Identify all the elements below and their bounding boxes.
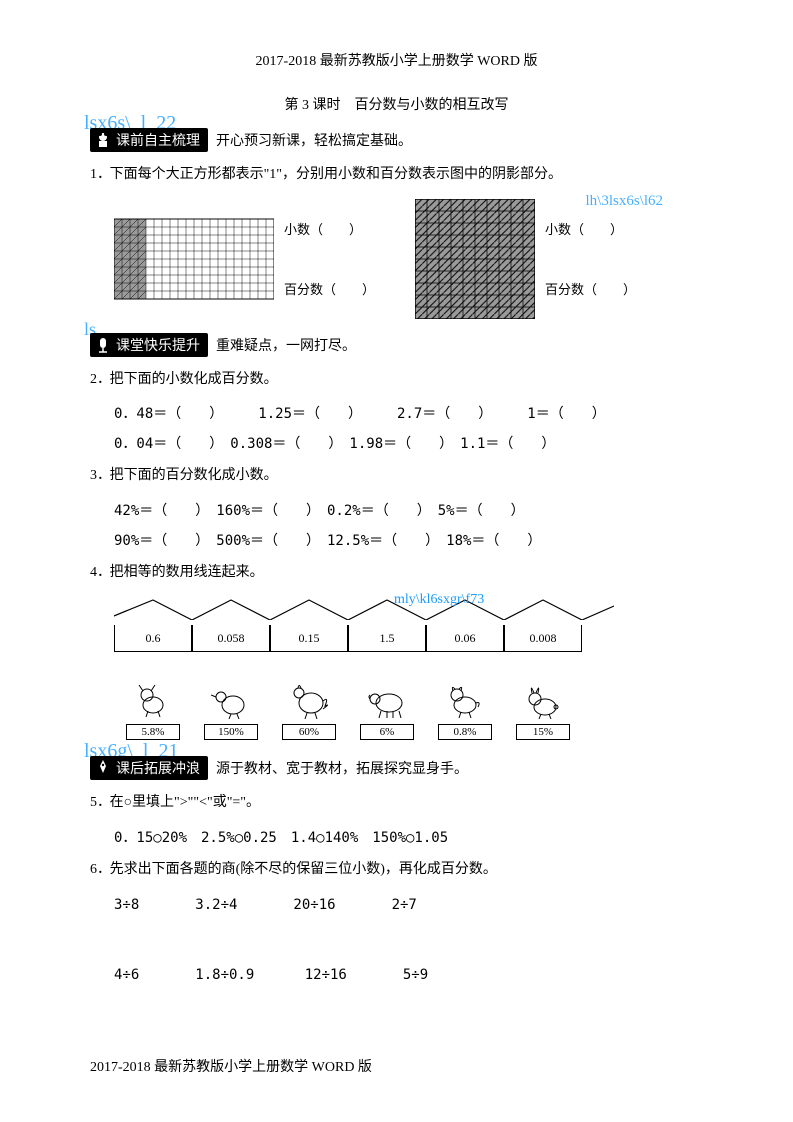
page-header: 2017-2018 最新苏教版小学上册数学 WORD 版: [90, 50, 703, 70]
rocket-icon: [94, 759, 112, 777]
houses-row: 0.60.0580.151.50.060.008: [114, 625, 703, 652]
animal-icon: [348, 680, 426, 720]
q1-number: 1．: [90, 162, 110, 189]
animal-value: 150%: [204, 724, 258, 740]
animal-value: 0.8%: [438, 724, 492, 740]
section-2-header: ls 课堂快乐提升 重难疑点，一网打尽。: [90, 333, 703, 357]
badge-postclass: 课后拓展冲浪: [90, 756, 208, 780]
question-6: 6．先求出下面各题的商(除不尽的保留三位小数)，再化成百分数。: [90, 857, 703, 884]
house-2: 0.15: [270, 625, 348, 652]
animals-row: 5.8% 150% 60% 6% 0.8% 15%: [114, 680, 703, 740]
house-value: 0.058: [192, 625, 270, 652]
house-1: 0.058: [192, 625, 270, 652]
question-1: 1．下面每个大正方形都表示"1"，分别用小数和百分数表示图中的阴影部分。: [90, 162, 703, 189]
grid-2: [415, 199, 535, 319]
animal-value: 6%: [360, 724, 414, 740]
animal-1: 150%: [192, 680, 270, 740]
house-3: 1.5: [348, 625, 426, 652]
q2-row2: 0．04＝（ ） 0.308＝（ ） 1.98＝（ ） 1.1＝（ ）: [114, 433, 703, 453]
animal-icon: [504, 680, 582, 720]
house-5: 0.008: [504, 625, 582, 652]
section-1-header: lsx6s\_l_22 课前自主梳理 开心预习新课，轻松搞定基础。: [90, 128, 703, 152]
roofs-icon: [114, 596, 614, 620]
question-2: 2．把下面的小数化成百分数。: [90, 367, 703, 394]
section-1-caption: 开心预习新课，轻松搞定基础。: [216, 130, 412, 150]
animal-0: 5.8%: [114, 680, 192, 740]
q6-text: 先求出下面各题的商(除不尽的保留三位小数)，再化成百分数。: [110, 862, 497, 877]
house-4: 0.06: [426, 625, 504, 652]
grid-1: [114, 199, 274, 319]
animal-icon: [192, 680, 270, 720]
animal-icon: [426, 680, 504, 720]
q3-row2: 90%＝（ ） 500%＝（ ） 12.5%＝（ ） 18%＝（ ）: [114, 530, 703, 550]
house-value: 0.008: [504, 625, 582, 652]
badge-label: 课堂快乐提升: [116, 335, 200, 355]
q3-row1: 42%＝（ ） 160%＝（ ） 0.2%＝（ ） 5%＝（ ）: [114, 500, 703, 520]
q5-row: 0．15○20% 2.5%○0.25 1.4○140% 150%○1.05: [114, 827, 703, 847]
grid1-dec-label: 小数（ ）: [284, 219, 375, 238]
animal-icon: [270, 680, 348, 720]
animal-5: 15%: [504, 680, 582, 740]
grid-2-labels: 小数（ ） 百分数（ ）: [545, 199, 636, 319]
badge-inclass: 课堂快乐提升: [90, 333, 208, 357]
q6-row1: 3÷8 3.2÷4 20÷16 2÷7: [114, 894, 703, 914]
animal-2: 60%: [270, 680, 348, 740]
animal-value: 15%: [516, 724, 570, 740]
q6-row2: 4÷6 1.8÷0.9 12÷16 5÷9: [114, 964, 703, 984]
animal-value: 5.8%: [126, 724, 180, 740]
house-value: 0.6: [114, 625, 192, 652]
badge-label: 课后拓展冲浪: [116, 758, 200, 778]
question-4: 4．把相等的数用线连起来。: [90, 560, 703, 587]
badge-preclass: 课前自主梳理: [90, 128, 208, 152]
q2-row1: 0．48＝（ ） 1.25＝（ ） 2.7＝（ ） 1＝（ ）: [114, 403, 703, 423]
section-2-caption: 重难疑点，一网打尽。: [216, 335, 356, 355]
q2-text: 把下面的小数化成百分数。: [110, 372, 278, 387]
house-0: 0.6: [114, 625, 192, 652]
house-value: 1.5: [348, 625, 426, 652]
house-value: 0.15: [270, 625, 348, 652]
section-3-header: lsx6g\_l_21 课后拓展冲浪 源于教材、宽于教材，拓展探究显身手。: [90, 756, 703, 780]
animal-icon: [114, 680, 192, 720]
grid2-pct-label: 百分数（ ）: [545, 279, 636, 298]
q3-text: 把下面的百分数化成小数。: [110, 468, 278, 483]
question-3: 3．把下面的百分数化成小数。: [90, 463, 703, 490]
page-footer: 2017-2018 最新苏教版小学上册数学 WORD 版: [90, 1056, 372, 1076]
animal-4: 0.8%: [426, 680, 504, 740]
grid1-pct-label: 百分数（ ）: [284, 279, 375, 298]
house-value: 0.06: [426, 625, 504, 652]
q1-text: 下面每个大正方形都表示"1"，分别用小数和百分数表示图中的阴影部分。: [110, 167, 562, 182]
q4-figure: mly\kl6sxgr\f73 0.60.0580.151.50.060.008…: [114, 596, 703, 740]
grid2-dec-label: 小数（ ）: [545, 219, 636, 238]
mic-icon: [94, 336, 112, 354]
q5-text: 在○里填上">""<"或"="。: [110, 795, 260, 810]
question-5: 5．在○里填上">""<"或"="。: [90, 790, 703, 817]
lesson-title: 第 3 课时 百分数与小数的相互改写: [90, 94, 703, 114]
q1-grids: lh\3lsx6s\l62: [114, 199, 703, 319]
watermark-link: mly\kl6sxgr\f73: [394, 592, 484, 608]
section-3-caption: 源于教材、宽于教材，拓展探究显身手。: [216, 758, 468, 778]
animal-value: 60%: [282, 724, 336, 740]
mascot-icon: [94, 131, 112, 149]
q4-text: 把相等的数用线连起来。: [110, 565, 264, 580]
badge-label: 课前自主梳理: [116, 130, 200, 150]
animal-3: 6%: [348, 680, 426, 740]
grid-1-labels: 小数（ ） 百分数（ ）: [284, 199, 375, 319]
